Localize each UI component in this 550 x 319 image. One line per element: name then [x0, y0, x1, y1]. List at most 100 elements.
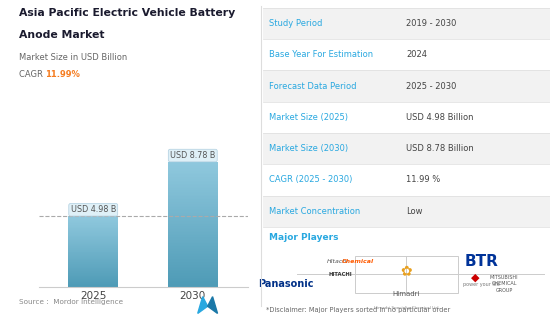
Bar — [68, 242, 118, 243]
Bar — [68, 235, 118, 236]
Bar — [168, 267, 218, 268]
Text: 2019 - 2030: 2019 - 2030 — [406, 19, 457, 28]
Bar — [68, 216, 118, 217]
Text: Asia Pacific Electric Vehicle Battery: Asia Pacific Electric Vehicle Battery — [19, 8, 235, 18]
Bar — [68, 240, 118, 241]
Bar — [68, 224, 118, 225]
Text: power your life: power your life — [463, 282, 499, 287]
Bar — [168, 179, 218, 181]
Text: Source :  Mordor Intelligence: Source : Mordor Intelligence — [19, 299, 123, 305]
Bar — [68, 264, 118, 265]
Bar — [68, 277, 118, 278]
Bar — [68, 258, 118, 259]
Text: Low: Low — [406, 207, 423, 216]
Bar — [168, 198, 218, 199]
Bar — [168, 190, 218, 191]
Bar — [68, 250, 118, 251]
Bar — [68, 280, 118, 281]
Bar — [68, 267, 118, 268]
Text: CAGR (2025 - 2030): CAGR (2025 - 2030) — [268, 175, 352, 184]
Bar — [168, 163, 218, 165]
Bar — [68, 257, 118, 258]
Bar — [168, 276, 218, 278]
Bar — [168, 212, 218, 213]
Bar — [68, 252, 118, 253]
Bar — [168, 165, 218, 167]
Text: BTR: BTR — [464, 254, 498, 269]
Bar — [168, 217, 218, 218]
Bar — [168, 273, 218, 275]
Bar — [168, 189, 218, 190]
Bar — [168, 173, 218, 174]
Bar — [68, 234, 118, 235]
Bar — [168, 206, 218, 207]
Text: Market Size (2025): Market Size (2025) — [268, 113, 348, 122]
Bar — [263, 70, 550, 102]
Bar — [68, 220, 118, 221]
Bar — [168, 286, 218, 287]
Polygon shape — [208, 297, 217, 313]
Bar — [168, 254, 218, 256]
Bar — [68, 278, 118, 279]
Bar — [168, 281, 218, 282]
Bar — [168, 262, 218, 263]
Bar — [68, 249, 118, 250]
Bar — [68, 237, 118, 238]
Bar — [68, 231, 118, 232]
Bar — [168, 231, 218, 232]
Bar — [168, 270, 218, 271]
Polygon shape — [198, 297, 208, 313]
Text: Hitachi: Hitachi — [327, 259, 349, 264]
Bar — [168, 263, 218, 265]
Bar — [168, 282, 218, 284]
Bar — [168, 240, 218, 242]
Text: MITSUBISHI
CHEMICAL
GROUP: MITSUBISHI CHEMICAL GROUP — [490, 275, 519, 293]
Bar — [68, 274, 118, 275]
Text: Market Size in USD Billion: Market Size in USD Billion — [19, 53, 128, 62]
Bar — [68, 223, 118, 224]
Bar — [168, 279, 218, 281]
Bar — [68, 284, 118, 285]
Bar — [168, 201, 218, 203]
Text: Anode Market: Anode Market — [19, 30, 104, 40]
Bar — [68, 269, 118, 270]
Bar — [68, 272, 118, 273]
Bar — [168, 182, 218, 184]
Bar — [168, 257, 218, 259]
Bar — [68, 226, 118, 227]
Bar — [168, 207, 218, 209]
Bar — [168, 248, 218, 249]
Bar — [168, 218, 218, 220]
Bar — [355, 256, 458, 293]
Bar — [68, 219, 118, 220]
Bar — [168, 187, 218, 189]
Bar — [68, 251, 118, 252]
Bar — [68, 268, 118, 269]
Bar — [168, 245, 218, 246]
Bar — [68, 270, 118, 271]
Bar — [168, 204, 218, 206]
Bar — [168, 196, 218, 198]
Text: *Disclaimer: Major Players sorted in no particular order: *Disclaimer: Major Players sorted in no … — [266, 307, 450, 313]
Bar — [168, 162, 218, 163]
Bar — [68, 227, 118, 228]
Text: USD 8.78 Billion: USD 8.78 Billion — [406, 144, 474, 153]
Bar — [168, 181, 218, 182]
Text: Market Size (2030): Market Size (2030) — [268, 144, 348, 153]
Bar — [168, 253, 218, 254]
Bar — [68, 276, 118, 277]
Text: ✿: ✿ — [400, 264, 412, 278]
Bar — [168, 174, 218, 176]
Bar — [68, 228, 118, 229]
Bar — [168, 184, 218, 185]
Bar — [68, 285, 118, 286]
Text: 11.99 %: 11.99 % — [406, 175, 441, 184]
Bar — [168, 213, 218, 215]
Bar — [168, 260, 218, 262]
Bar — [168, 239, 218, 240]
Bar — [168, 221, 218, 223]
Text: Study Period: Study Period — [268, 19, 322, 28]
Bar — [168, 215, 218, 217]
Bar — [68, 261, 118, 262]
Text: ◆: ◆ — [471, 273, 480, 283]
